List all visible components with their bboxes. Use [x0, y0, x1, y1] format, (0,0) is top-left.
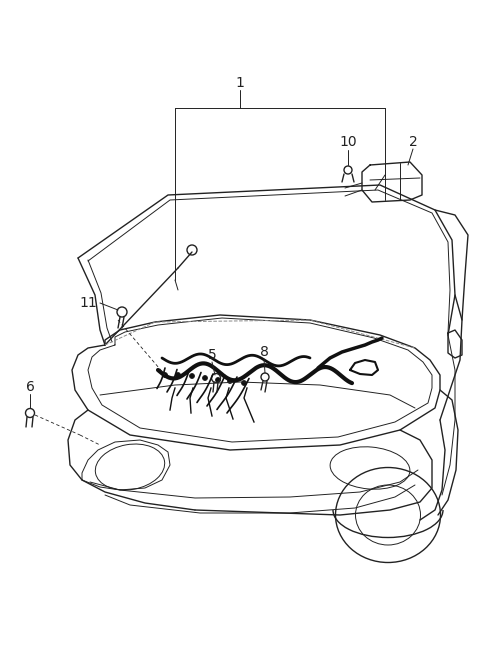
Circle shape [190, 373, 194, 379]
Circle shape [203, 375, 207, 381]
Circle shape [241, 381, 247, 386]
Text: 6: 6 [25, 380, 35, 394]
Circle shape [216, 377, 220, 383]
Text: 5: 5 [208, 348, 216, 362]
Text: 2: 2 [408, 135, 418, 149]
Text: 11: 11 [79, 296, 97, 310]
Text: 8: 8 [260, 345, 268, 359]
Circle shape [176, 373, 180, 377]
Text: 1: 1 [236, 76, 244, 90]
Circle shape [163, 373, 168, 377]
Text: 10: 10 [339, 135, 357, 149]
Circle shape [228, 379, 232, 383]
